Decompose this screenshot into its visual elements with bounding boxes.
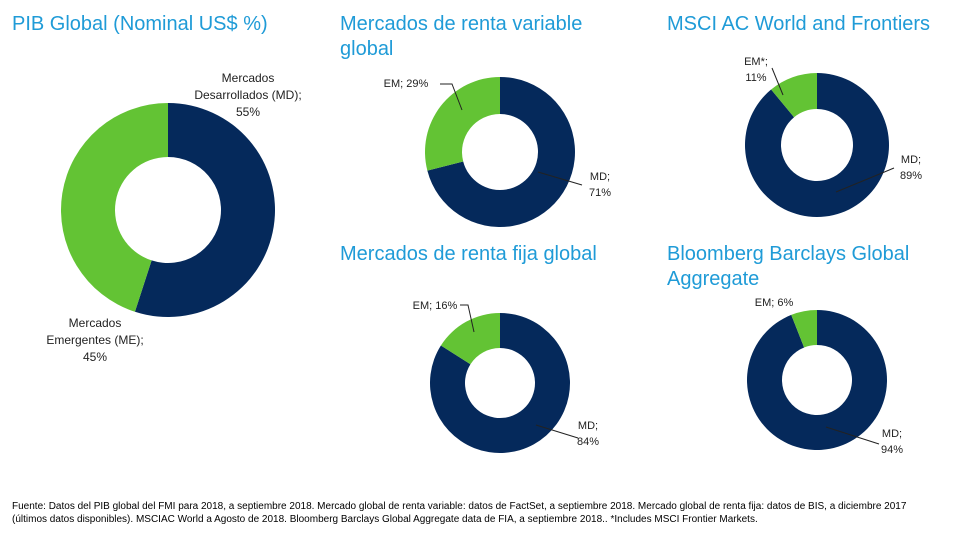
slice-label-line: MD; — [590, 171, 610, 183]
footnote-line: Fuente: Datos del PIB global del FMI par… — [12, 501, 907, 512]
title-line: Aggregate — [667, 268, 760, 290]
title-line: global — [340, 38, 394, 60]
slice-label-line: MD; — [901, 154, 921, 166]
title-line: Mercados de renta variable — [340, 13, 583, 35]
footnote-line: (últimos datos disponibles). MSCIAC Worl… — [12, 514, 758, 525]
title-line: Bloomberg Barclays Global — [667, 243, 910, 265]
slice-label-line: Mercados — [69, 316, 122, 330]
slice-label-line: 45% — [83, 350, 107, 364]
slice-label-md: MD; 84% — [577, 420, 599, 448]
slice-label-line: MD; — [578, 420, 598, 432]
leader-line-em — [460, 304, 475, 333]
leader-line-md — [825, 426, 880, 445]
leader-line-md — [835, 167, 895, 193]
slice-label-line: Desarrollados (MD); — [194, 88, 301, 102]
leader-line-em — [771, 67, 784, 96]
donut-charts: Mercados Desarrollados (MD); 55% Mercados Em… — [46, 56, 922, 456]
slice-label-line: EM; 29% — [384, 78, 429, 90]
donut-chart-1: Mercados Desarrollados (MD); 55% Mercados Em… — [46, 71, 301, 364]
source-footnote: Fuente: Datos del PIB global del FMI par… — [12, 500, 972, 526]
donut-chart-4: MD; 84% EM; 16% — [413, 300, 599, 454]
chart-title-pib-global: PIB Global (Nominal US$ %) — [12, 13, 268, 35]
leader-line-em — [440, 83, 463, 111]
donut-slice-em — [771, 73, 817, 118]
slice-label-line: EM; 6% — [755, 297, 794, 309]
slice-label-em: EM; 16% — [413, 300, 458, 312]
donut-slice-em — [440, 313, 500, 365]
chart-title-renta-variable: Mercados de renta variable global — [340, 12, 582, 62]
donut-slice-md — [747, 310, 888, 450]
donut-slice-em — [424, 77, 500, 171]
donut-slice-md — [429, 313, 570, 454]
slice-label-line: 55% — [236, 105, 260, 119]
slice-label-line: EM; 16% — [413, 300, 458, 312]
slice-label-line: Emergentes (ME); — [46, 333, 143, 347]
donut-chart-2: MD; 71% EM; 29% — [384, 77, 611, 227]
slice-label-line: 11% — [745, 72, 766, 84]
donut-slice-md — [744, 73, 889, 217]
slice-label-em: EM; 29% — [384, 78, 429, 90]
donut-slice-em — [60, 103, 168, 312]
leader-line-md — [537, 171, 583, 186]
chart-title-msci: MSCI AC World and Frontiers — [667, 13, 931, 35]
slice-label-em: EM*; 11% — [744, 56, 768, 84]
slice-label-line: MD; — [882, 428, 902, 440]
slice-label-md: MD; 89% — [900, 154, 922, 182]
slice-label-line: 89% — [900, 170, 922, 182]
leader-line-md — [535, 424, 579, 439]
slice-label-line: 94% — [881, 444, 903, 456]
donut-chart-3: MD; 89% EM*; 11% — [744, 56, 922, 217]
chart-title-bloomberg: Bloomberg Barclays Global Aggregate — [667, 242, 909, 292]
slice-label-md: MD; 71% — [589, 171, 611, 199]
chart-title-renta-fija: Mercados de renta fija global — [340, 243, 597, 265]
slice-label-em: Mercados Emergentes (ME); 45% — [46, 316, 143, 364]
slice-label-md: Mercados Desarrollados (MD); 55% — [194, 71, 301, 119]
donut-slice-md — [427, 77, 575, 227]
slice-label-line: 71% — [589, 187, 611, 199]
donut-slice-em — [791, 310, 817, 348]
slice-label-md: MD; 94% — [881, 428, 903, 456]
donut-slice-md — [134, 103, 275, 317]
slice-label-line: 84% — [577, 436, 599, 448]
slice-label-line: EM*; — [744, 56, 768, 68]
slice-label-line: Mercados — [222, 71, 275, 85]
donut-chart-5: MD; 94% EM; 6% — [747, 297, 903, 456]
slice-label-em: EM; 6% — [755, 297, 794, 309]
